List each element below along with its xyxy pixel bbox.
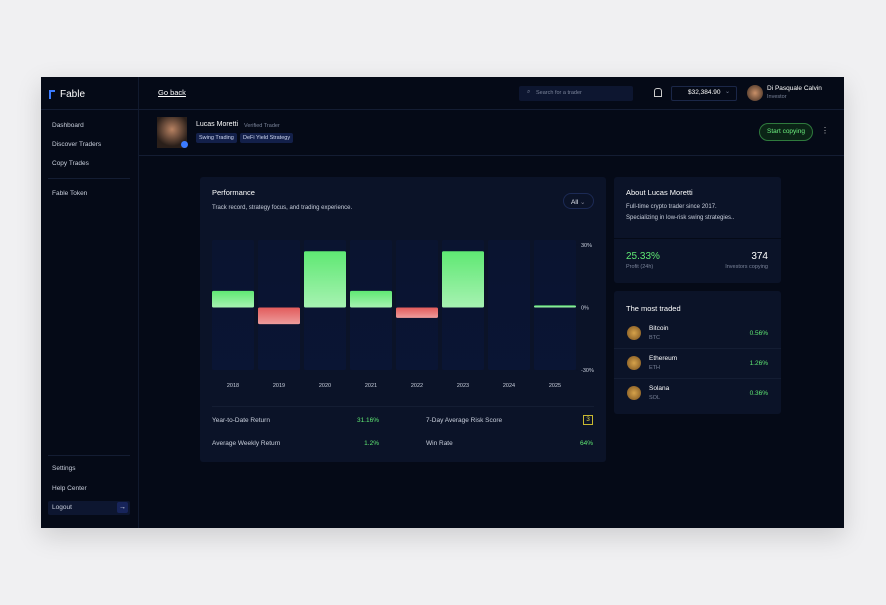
x-tick-label: 2021 (365, 383, 377, 389)
x-tick-label: 2024 (503, 383, 515, 389)
divider (48, 455, 130, 456)
stat-label: Average Weekly Return (212, 440, 281, 447)
nav-item[interactable]: Logout (52, 504, 72, 511)
balance: $32,384.90 (688, 89, 721, 96)
panel-title: The most traded (626, 304, 681, 313)
coin-symbol: BTC (649, 335, 660, 341)
search-box[interactable] (519, 86, 633, 101)
nav-item[interactable]: Settings (52, 465, 76, 472)
y-tick-label: -30% (581, 368, 594, 374)
nav-item[interactable]: Dashboard (52, 122, 84, 129)
about-text: Full-time crypto trader since 2017. (626, 204, 717, 210)
brand: Fable (60, 89, 86, 100)
stat-label: 7-Day Average Risk Score (426, 417, 503, 424)
chevron: ⌄ (725, 89, 731, 95)
bar-shade (212, 290, 254, 308)
divider (139, 155, 844, 156)
bar-shade (304, 251, 346, 308)
about-panel (614, 177, 781, 283)
coin-symbol: ETH (649, 365, 660, 371)
logout-row (48, 501, 130, 515)
x-tick-label: 2023 (457, 383, 469, 389)
start-copying-button[interactable]: Start copying (759, 123, 813, 141)
tag: DeFi Yield Strategy (240, 133, 294, 143)
stat-value: 3 (583, 415, 593, 425)
profit-value: 25.33% (626, 251, 660, 262)
coin-name: Ethereum (649, 355, 678, 362)
divider (614, 238, 781, 239)
tag: Swing Trading (196, 133, 237, 143)
bell-icon[interactable] (654, 88, 662, 97)
search-icon: ⌕ (527, 89, 531, 95)
logo (49, 90, 55, 99)
panel-title: Performance (212, 188, 255, 197)
stat-value: 64% (579, 440, 593, 447)
nav-item[interactable]: Discover Traders (52, 141, 102, 148)
bar-shade (258, 307, 300, 325)
column-background (258, 240, 300, 370)
back-link[interactable]: Go back (158, 88, 186, 97)
search-placeholder: Search for a trader (536, 90, 582, 96)
filter-label: All (571, 199, 579, 206)
coin-icon (627, 356, 641, 370)
coin-change: 0.36% (749, 390, 768, 397)
coin-icon (627, 326, 641, 340)
more-menu[interactable]: ⋮ (821, 126, 829, 135)
coin-symbol: SOL (649, 395, 661, 401)
y-tick-label: 0% (581, 306, 589, 312)
bar-shade (534, 305, 576, 308)
x-tick-label: 2025 (549, 383, 561, 389)
trader-name: Lucas Moretti (196, 121, 239, 128)
bar-shade (442, 251, 484, 308)
sidebar-border (138, 77, 139, 528)
bar-shade (396, 307, 438, 318)
divider (614, 348, 781, 349)
coin-icon (627, 386, 641, 400)
column-background (396, 240, 438, 370)
nav-item[interactable]: Fable Token (52, 190, 88, 197)
investors-value: 374 (751, 251, 768, 262)
column-background (534, 240, 576, 370)
balance-box[interactable] (671, 86, 737, 101)
nav-item[interactable]: Copy Trades (52, 160, 89, 167)
divider (614, 378, 781, 379)
trader-badge: Verified Trader (244, 123, 280, 129)
about-text: Specializing in low-risk swing strategie… (626, 215, 735, 221)
most-traded-panel (614, 291, 781, 414)
user-avatar (747, 85, 763, 101)
column-background (488, 240, 530, 370)
investors-label: Investors copying (725, 264, 768, 270)
coin-change: 0.56% (749, 330, 768, 337)
stat-label: Year-to-Date Return (212, 417, 270, 424)
verified-icon (181, 141, 188, 148)
x-tick-label: 2018 (227, 383, 239, 389)
filter[interactable]: All ⌄ (563, 193, 594, 209)
x-tick-label: 2019 (273, 383, 285, 389)
panel-subtitle: Track record, strategy focus, and tradin… (212, 205, 353, 211)
logout-button[interactable]: → (117, 502, 128, 513)
panel-title: About Lucas Moretti (626, 188, 693, 197)
divider (48, 178, 130, 179)
y-tick-label: 30% (581, 243, 592, 249)
user-role: Investor (767, 94, 787, 100)
stat-value: 1.2% (364, 440, 379, 447)
profit-label: Profit (24h) (626, 264, 654, 270)
coin-change: 1.26% (749, 360, 768, 367)
nav-item[interactable]: Help Center (52, 485, 87, 492)
x-tick-label: 2020 (319, 383, 331, 389)
coin-name: Bitcoin (649, 325, 669, 332)
performance-chart: 30% 0% -30% 2018 2019 2020 2021 2022 2023 2024 202… (212, 240, 594, 389)
bar-shade (350, 290, 392, 308)
stat-label: Win Rate (426, 440, 453, 447)
user-name: Di Pasquale Calvin (767, 85, 822, 92)
coin-name: Solana (649, 385, 670, 392)
divider (41, 109, 844, 110)
x-tick-label: 2022 (411, 383, 423, 389)
stat-value: 31.16% (356, 417, 379, 424)
divider (212, 406, 594, 407)
